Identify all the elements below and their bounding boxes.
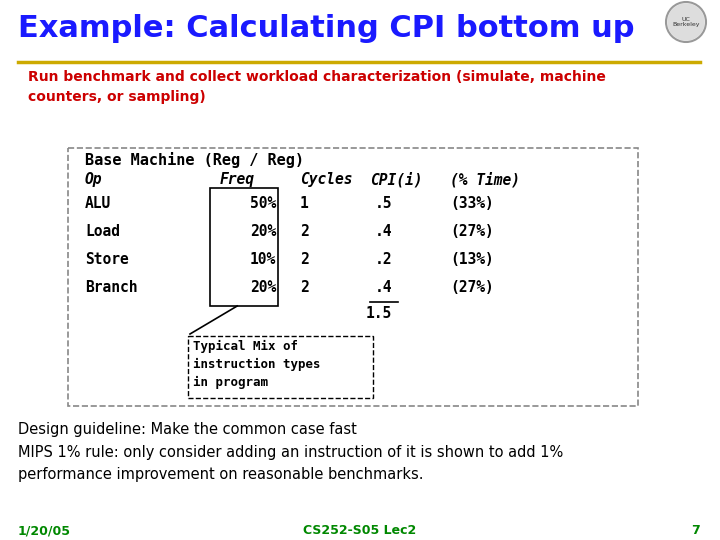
- Text: (27%): (27%): [450, 224, 494, 239]
- Text: ALU: ALU: [85, 196, 112, 211]
- Text: Example: Calculating CPI bottom up: Example: Calculating CPI bottom up: [18, 14, 634, 43]
- Text: (33%): (33%): [450, 196, 494, 211]
- Text: 20%: 20%: [250, 224, 276, 239]
- Text: Op: Op: [85, 172, 102, 187]
- Text: MIPS 1% rule: only consider adding an instruction of it is shown to add 1%
perfo: MIPS 1% rule: only consider adding an in…: [18, 445, 563, 482]
- Text: 2: 2: [300, 280, 309, 295]
- Text: 20%: 20%: [250, 280, 276, 295]
- Text: .5: .5: [374, 196, 392, 211]
- Text: 7: 7: [691, 524, 700, 537]
- Text: 2: 2: [300, 224, 309, 239]
- Circle shape: [668, 4, 704, 40]
- Text: 10%: 10%: [250, 252, 276, 267]
- Text: (% Time): (% Time): [450, 172, 520, 187]
- Text: .4: .4: [374, 224, 392, 239]
- Text: UC
Berkeley: UC Berkeley: [672, 17, 700, 28]
- Text: 50%: 50%: [250, 196, 276, 211]
- FancyBboxPatch shape: [188, 336, 373, 398]
- Text: Typical Mix of
instruction types
in program: Typical Mix of instruction types in prog…: [193, 340, 320, 389]
- Text: .4: .4: [374, 280, 392, 295]
- Text: Design guideline: Make the common case fast: Design guideline: Make the common case f…: [18, 422, 357, 437]
- Text: Cycles: Cycles: [300, 172, 353, 187]
- Text: Store: Store: [85, 252, 129, 267]
- Text: Run benchmark and collect workload characterization (simulate, machine
counters,: Run benchmark and collect workload chara…: [28, 70, 606, 104]
- Text: .2: .2: [374, 252, 392, 267]
- Text: Branch: Branch: [85, 280, 138, 295]
- Text: (27%): (27%): [450, 280, 494, 295]
- Text: Freq: Freq: [220, 172, 255, 187]
- Text: 2: 2: [300, 252, 309, 267]
- Text: CS252-S05 Lec2: CS252-S05 Lec2: [303, 524, 417, 537]
- Text: (13%): (13%): [450, 252, 494, 267]
- Text: 1/20/05: 1/20/05: [18, 524, 71, 537]
- Text: 1: 1: [300, 196, 309, 211]
- Text: Load: Load: [85, 224, 120, 239]
- FancyBboxPatch shape: [210, 188, 278, 306]
- Text: 1.5: 1.5: [366, 306, 392, 321]
- Text: CPI(i): CPI(i): [370, 172, 423, 187]
- FancyBboxPatch shape: [68, 148, 638, 406]
- Text: Base Machine (Reg / Reg): Base Machine (Reg / Reg): [85, 152, 304, 168]
